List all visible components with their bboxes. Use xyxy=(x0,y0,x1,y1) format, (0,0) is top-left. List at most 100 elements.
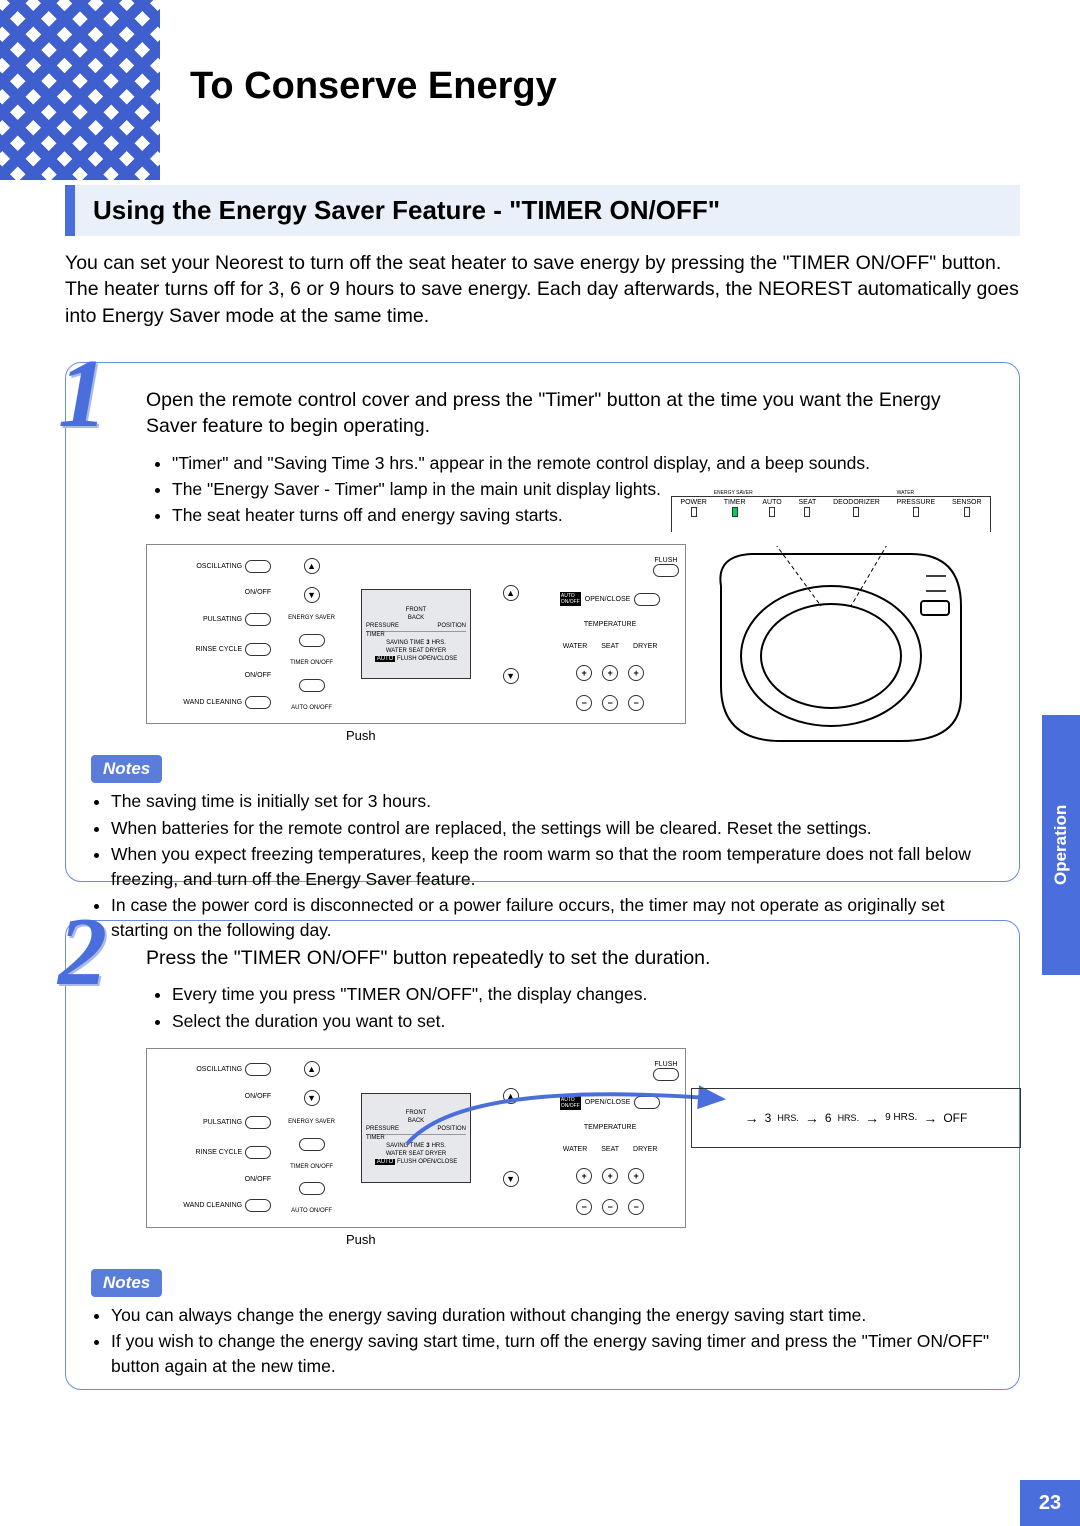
oval-button xyxy=(245,613,271,626)
step-2-number: 2 xyxy=(58,903,107,1001)
indicator-group-label: ENERGY SAVER xyxy=(714,490,753,496)
minus-button xyxy=(602,695,618,711)
auto-badge: AUTO ON/OFF xyxy=(560,592,581,606)
remote-label: TIMER ON/OFF xyxy=(290,1164,333,1170)
oval-button xyxy=(245,1116,271,1129)
step-2-bullet: Select the duration you want to set. xyxy=(172,1008,991,1034)
note-item: The saving time is initially set for 3 h… xyxy=(111,789,991,814)
step-1-text: Open the remote control cover and press … xyxy=(146,387,991,440)
notes-label: Notes xyxy=(91,755,162,783)
plus-button xyxy=(628,1168,644,1184)
indicator-label: AUTO xyxy=(762,499,781,506)
down-button xyxy=(304,1090,320,1106)
step-2-bullet: Every time you press "TIMER ON/OFF", the… xyxy=(172,981,991,1007)
oval-button xyxy=(299,1138,325,1151)
arrow-icon xyxy=(923,1110,937,1126)
remote-label: RINSE CYCLE xyxy=(195,646,242,653)
push-label: Push xyxy=(346,728,686,743)
cycle-value: 3 xyxy=(765,1111,772,1125)
remote-label: OSCILLATING xyxy=(196,1066,242,1073)
indicator-label: PRESSURE xyxy=(897,499,936,506)
note-item: When batteries for the remote control ar… xyxy=(111,816,991,841)
toilet-outline-icon xyxy=(711,546,971,746)
down-button xyxy=(304,587,320,603)
remote-label: ON/OFF xyxy=(245,589,271,596)
up-button xyxy=(503,585,519,601)
remote-label: TEMPERATURE xyxy=(584,621,636,628)
notes-label: Notes xyxy=(91,1269,162,1297)
arrow-icon xyxy=(805,1110,819,1126)
remote-label: ENERGY SAVER xyxy=(288,615,335,621)
step-2-box: 2 Press the "TIMER ON/OFF" button repeat… xyxy=(65,920,1020,1390)
remote-label: RINSE CYCLE xyxy=(195,1149,242,1156)
step-1-box: 1 Open the remote control cover and pres… xyxy=(65,362,1020,882)
section-heading: Using the Energy Saver Feature - "TIMER … xyxy=(65,185,1020,236)
indicator-label: POWER xyxy=(680,499,706,506)
indicator-group-label: WATER xyxy=(897,490,915,496)
up-button xyxy=(304,1061,320,1077)
cycle-value: 6 xyxy=(825,1111,832,1125)
toilet-unit-diagram: POWER ENERGY SAVER TIMER AUTO SEAT DEODO… xyxy=(651,496,1001,756)
oval-button xyxy=(299,1182,325,1195)
cycle-unit: HRS. xyxy=(838,1113,860,1123)
remote-label: PULSATING xyxy=(203,616,242,623)
oval-button xyxy=(245,1146,271,1159)
oval-button xyxy=(299,679,325,692)
intro-paragraph: You can set your Neorest to turn off the… xyxy=(65,250,1020,329)
remote-label: ON/OFF xyxy=(245,1176,271,1183)
note-item: When you expect freezing temperatures, k… xyxy=(111,842,991,891)
led-on-icon xyxy=(732,507,738,517)
led-icon xyxy=(964,507,970,517)
oval-button xyxy=(245,643,271,656)
side-tab-operation: Operation xyxy=(1042,715,1080,975)
oval-button xyxy=(245,1199,271,1212)
cycle-value: 9 HRS. xyxy=(885,1112,917,1123)
corner-diamond-pattern xyxy=(0,0,160,180)
remote-label: SEAT xyxy=(601,643,619,650)
remote-label: WATER xyxy=(563,643,588,650)
down-button xyxy=(503,1171,519,1187)
remote-label: OSCILLATING xyxy=(196,563,242,570)
plus-button xyxy=(576,1168,592,1184)
plus-button xyxy=(602,1168,618,1184)
page-title: To Conserve Energy xyxy=(190,65,557,108)
remote-label: OPEN/CLOSE xyxy=(585,596,631,603)
remote-label: ON/OFF xyxy=(245,1093,271,1100)
indicator-label: TIMER xyxy=(724,499,746,506)
remote-label: AUTO ON/OFF xyxy=(291,1208,332,1214)
indicator-label: DEODORIZER xyxy=(833,499,880,506)
down-button xyxy=(503,668,519,684)
remote-label: PULSATING xyxy=(203,1119,242,1126)
plus-button xyxy=(628,665,644,681)
minus-button xyxy=(576,1199,592,1215)
remote-label: ENERGY SAVER xyxy=(288,1119,335,1125)
led-icon xyxy=(804,507,810,517)
oval-button xyxy=(245,696,271,709)
duration-cycle-diagram: 3 HRS. 6 HRS. 9 HRS. OFF xyxy=(691,1088,1021,1148)
remote-label: WAND CLEANING xyxy=(183,699,242,706)
note-item: If you wish to change the energy saving … xyxy=(111,1329,991,1378)
plus-button xyxy=(602,665,618,681)
push-label: Push xyxy=(346,1232,991,1247)
remote-label: ON/OFF xyxy=(245,672,271,679)
page-number: 23 xyxy=(1020,1480,1080,1526)
oval-button xyxy=(653,1068,679,1081)
indicator-label: SENSOR xyxy=(952,499,982,506)
oval-button xyxy=(245,1063,271,1076)
indicator-panel: POWER ENERGY SAVER TIMER AUTO SEAT DEODO… xyxy=(671,496,991,532)
oval-button xyxy=(245,560,271,573)
step-2-bullets: Every time you press "TIMER ON/OFF", the… xyxy=(172,981,991,1034)
led-icon xyxy=(913,507,919,517)
minus-button xyxy=(602,1199,618,1215)
remote-control-diagram: OSCILLATING ON/OFF PULSATING RINSE CYCLE… xyxy=(146,1048,686,1228)
oval-button xyxy=(299,634,325,647)
step-1-bullet: "Timer" and "Saving Time 3 hrs." appear … xyxy=(172,450,991,476)
remote-display: FRONT BACK PRESSUREPOSITION TIMER SAVING… xyxy=(361,589,471,679)
remote-label: TIMER ON/OFF xyxy=(290,660,333,666)
plus-button xyxy=(576,665,592,681)
minus-button xyxy=(628,1199,644,1215)
led-icon xyxy=(691,507,697,517)
led-icon xyxy=(769,507,775,517)
arrow-icon xyxy=(865,1110,879,1126)
step-2-text: Press the "TIMER ON/OFF" button repeated… xyxy=(146,945,991,971)
